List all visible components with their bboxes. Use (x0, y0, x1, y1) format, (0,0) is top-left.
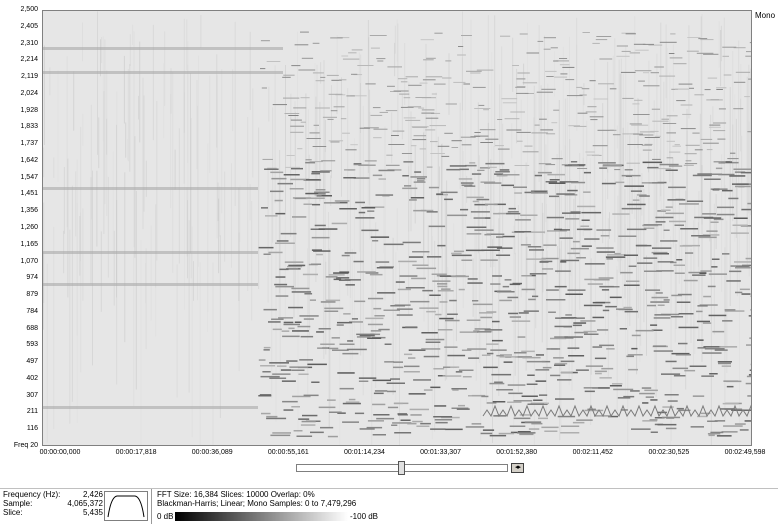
sample-label: Sample: (3, 499, 32, 508)
gradient-min-label: 0 dB (157, 512, 173, 521)
spectrogram-canvas[interactable] (43, 11, 752, 446)
frequency-tick-label: 593 (26, 341, 38, 349)
time-tick-label: 00:01:52,380 (496, 449, 537, 456)
scrollbar-thumb[interactable] (398, 461, 405, 475)
frequency-tick-label: 1,737 (20, 140, 38, 148)
frequency-tick-label: 1,833 (20, 123, 38, 131)
zoom-button[interactable]: ◂▸ (511, 463, 524, 473)
status-divider (151, 489, 152, 524)
frequency-tick-label: 879 (26, 291, 38, 299)
frequency-tick-label: 688 (26, 325, 38, 333)
slice-row: Slice: 5,435 (3, 508, 103, 517)
frequency-tick-label: 1,070 (20, 258, 38, 266)
cursor-readout: Frequency (Hz): 2,426 Sample: 4,065,372 … (3, 490, 103, 517)
sample-row: Sample: 4,065,372 (3, 499, 103, 508)
frequency-value: 2,426 (83, 490, 103, 499)
frequency-tick-label: 974 (26, 274, 38, 282)
frequency-tick-label: 2,500 (20, 6, 38, 14)
time-tick-label: 00:00:55,161 (268, 449, 309, 456)
frequency-label: Frequency (Hz): (3, 490, 60, 499)
slice-label: Slice: (3, 508, 23, 517)
sample-value: 4,065,372 (67, 499, 103, 508)
frequency-tick-label: 1,451 (20, 190, 38, 198)
time-tick-label: 00:00:17,818 (116, 449, 157, 456)
frequency-tick-label: 1,642 (20, 157, 38, 165)
frequency-tick-label: 2,024 (20, 90, 38, 98)
frequency-tick-label: 211 (27, 408, 38, 416)
info-line-1: FFT Size: 16,384 Slices: 10000 Overlap: … (157, 490, 356, 499)
time-tick-label: 00:01:14,234 (344, 449, 385, 456)
analysis-info: FFT Size: 16,384 Slices: 10000 Overlap: … (157, 490, 356, 508)
frequency-row: Frequency (Hz): 2,426 (3, 490, 103, 499)
frequency-axis: 2,500 2,405 2,310 2,214 2,119 2,024 1,928 1,833… (0, 0, 42, 455)
fft-window-icon (104, 491, 148, 521)
frequency-tick-label: 784 (26, 308, 38, 316)
info-line-2: Blackman-Harris; Linear; Mono Samples: 0… (157, 499, 356, 508)
frequency-tick-label: 2,214 (20, 56, 38, 64)
frequency-tick-label: 1,260 (20, 224, 38, 232)
frequency-tick-label: 307 (26, 392, 38, 400)
frequency-tick-label: 1,547 (20, 174, 38, 182)
time-tick-label: 00:01:33,307 (420, 449, 461, 456)
spectrogram-plot[interactable] (42, 10, 752, 446)
frequency-tick-label: 2,119 (21, 73, 38, 81)
time-tick-label: 00:02:30,525 (648, 449, 689, 456)
frequency-tick-label: 402 (26, 375, 38, 383)
time-tick-label: 00:02:49,598 (725, 449, 766, 456)
db-color-scale (175, 512, 348, 521)
frequency-tick-label: 1,165 (20, 241, 38, 249)
time-tick-label: 00:00:36,089 (192, 449, 233, 456)
frequency-tick-label: 2,310 (20, 40, 38, 48)
frequency-tick-label: 1,356 (20, 207, 38, 215)
time-axis: 00:00:00,000 00:00:17,818 00:00:36,089 00:0… (0, 449, 778, 461)
frequency-tick-label: 497 (26, 358, 38, 366)
slice-value: 5,435 (83, 508, 103, 517)
channel-label: Mono (755, 11, 775, 20)
time-tick-label: 00:02:11,452 (573, 449, 613, 456)
time-tick-label: 00:00:00,000 (40, 449, 81, 456)
gradient-max-label: -100 dB (350, 512, 378, 521)
frequency-tick-label: 1,928 (20, 107, 38, 115)
frequency-tick-label: 116 (27, 425, 38, 433)
frequency-tick-label: 2,405 (20, 23, 38, 31)
